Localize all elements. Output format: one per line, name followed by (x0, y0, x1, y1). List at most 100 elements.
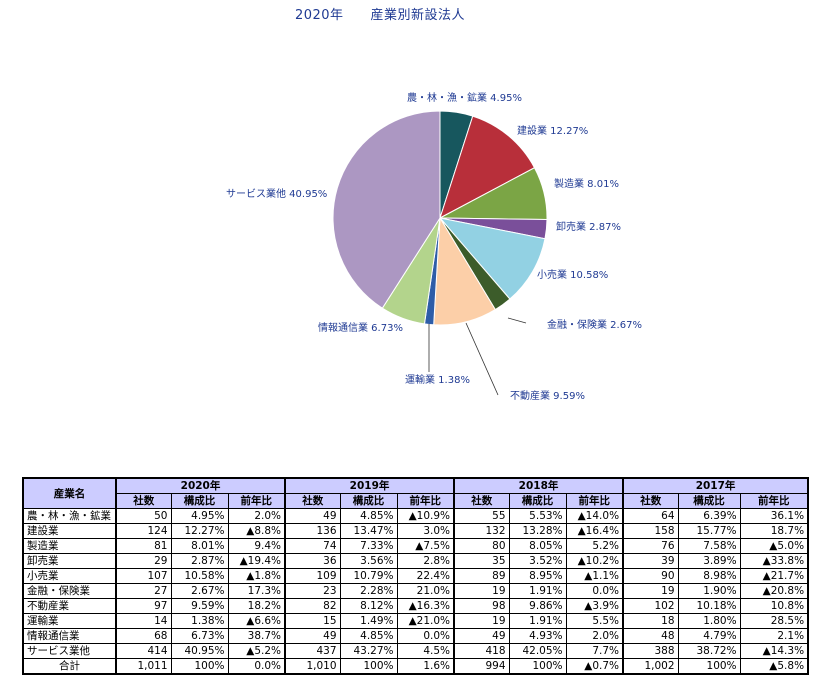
yoy-cell: ▲21.7% (739, 568, 810, 584)
yoy-cell: ▲1.8% (227, 568, 287, 584)
yoy-cell: 5.5% (565, 613, 625, 629)
count-cell: 39 (622, 553, 679, 569)
subheader-share: 構成比 (508, 493, 567, 509)
count-cell: 49 (453, 628, 510, 644)
pie-label-agri-mining: 農・林・漁・鉱業 4.95% (407, 91, 522, 104)
pie-labels: 農・林・漁・鉱業 4.95% 建設業 12.27% 製造業 8.01% 卸売業 2.8… (226, 91, 642, 402)
table-row: 金融・保険業 27 2.67% 17.3% 23 2.28% 21.0% 19 1.91% 0.0… (22, 583, 810, 599)
share-cell: 8.98% (677, 568, 741, 584)
count-cell: 23 (284, 583, 341, 599)
yoy-cell: 2.8% (396, 553, 456, 569)
yoy-cell: 18.7% (739, 523, 810, 539)
count-cell: 1,002 (622, 658, 679, 675)
count-cell: 19 (622, 583, 679, 599)
industry-name-cell: 小売業 (22, 568, 117, 584)
subheader-count: 社数 (453, 493, 510, 509)
share-cell: 100% (508, 658, 567, 675)
table-row: 製造業 81 8.01% 9.4% 74 7.33% ▲7.5% 80 8.05% 5.2% 76 7… (22, 538, 810, 554)
count-cell: 1,010 (284, 658, 341, 675)
count-cell: 158 (622, 523, 679, 539)
subheader-share: 構成比 (677, 493, 741, 509)
industry-name-cell: 合計 (22, 658, 117, 675)
share-cell: 2.28% (339, 583, 398, 599)
yoy-cell: ▲16.3% (396, 598, 456, 614)
pie-label-wholesale: 卸売業 2.87% (556, 220, 621, 233)
count-cell: 18 (622, 613, 679, 629)
yoy-cell: ▲19.4% (227, 553, 287, 569)
count-cell: 74 (284, 538, 341, 554)
table-row: サービス業他 414 40.95% ▲5.2% 437 43.27% 4.5% 418 42.0… (22, 643, 810, 659)
count-cell: 124 (115, 523, 172, 539)
share-cell: 4.79% (677, 628, 741, 644)
share-cell: 1.80% (677, 613, 741, 629)
pie-label-real-estate: 不動産業 9.59% (510, 389, 585, 402)
count-cell: 49 (284, 628, 341, 644)
yoy-cell: ▲3.9% (565, 598, 625, 614)
yoy-cell: 18.2% (227, 598, 287, 614)
count-cell: 15 (284, 613, 341, 629)
industry-name-cell: 情報通信業 (22, 628, 117, 644)
data-table: 産業名 2020年 2019年 2018年 2017年 社数 構成比 前年比 社… (22, 477, 810, 675)
industry-name-cell: 不動産業 (22, 598, 117, 614)
yoy-cell: ▲0.7% (565, 658, 625, 675)
share-cell: 7.58% (677, 538, 741, 554)
subheader-yoy: 前年比 (739, 493, 810, 509)
industry-name-cell: 製造業 (22, 538, 117, 554)
count-cell: 19 (453, 583, 510, 599)
count-cell: 109 (284, 568, 341, 584)
yoy-cell: ▲21.0% (396, 613, 456, 629)
yoy-cell: ▲14.0% (565, 508, 625, 524)
yoy-cell: ▲6.6% (227, 613, 287, 629)
share-cell: 3.89% (677, 553, 741, 569)
count-cell: 82 (284, 598, 341, 614)
share-cell: 5.53% (508, 508, 567, 524)
count-cell: 27 (115, 583, 172, 599)
yoy-cell: 2.1% (739, 628, 810, 644)
table-row: 卸売業 29 2.87% ▲19.4% 36 3.56% 2.8% 35 3.52% ▲10.2%… (22, 553, 810, 569)
leader-line-real-estate (465, 322, 499, 396)
subheader-count: 社数 (622, 493, 679, 509)
count-cell: 55 (453, 508, 510, 524)
share-cell: 40.95% (170, 643, 229, 659)
count-cell: 35 (453, 553, 510, 569)
table-row: 農・林・漁・鉱業 50 4.95% 2.0% 49 4.85% ▲10.9% 55 5.53% ▲… (22, 508, 810, 524)
count-cell: 90 (622, 568, 679, 584)
count-cell: 98 (453, 598, 510, 614)
yoy-cell: 3.0% (396, 523, 456, 539)
pie-slice-retail (438, 217, 546, 300)
subheader-count: 社数 (284, 493, 341, 509)
pie-slices (332, 110, 548, 326)
share-cell: 10.58% (170, 568, 229, 584)
share-cell: 1.91% (508, 583, 567, 599)
pie-label-construction: 建設業 12.27% (517, 124, 588, 137)
share-cell: 2.87% (170, 553, 229, 569)
table-subheader-row: 社数 構成比 前年比 社数 構成比 前年比 社数 構成比 前年比 社数 構成比 … (23, 493, 810, 509)
share-cell: 100% (170, 658, 229, 675)
yoy-cell: ▲33.8% (739, 553, 810, 569)
share-cell: 6.39% (677, 508, 741, 524)
pie-label-info-comm: 情報通信業 6.73% (318, 321, 403, 334)
share-cell: 42.05% (508, 643, 567, 659)
yoy-cell: 2.0% (227, 508, 287, 524)
industry-name-cell: サービス業他 (22, 643, 117, 659)
share-cell: 8.05% (508, 538, 567, 554)
table-total-row: 合計 1,011 100% 0.0% 1,010 100% 1.6% 994 100% ▲0.7%… (22, 658, 810, 675)
yoy-cell: ▲14.3% (739, 643, 810, 659)
yoy-cell: 4.5% (396, 643, 456, 659)
share-cell: 1.49% (339, 613, 398, 629)
count-cell: 50 (115, 508, 172, 524)
share-cell: 43.27% (339, 643, 398, 659)
count-cell: 994 (453, 658, 510, 675)
table-row: 不動産業 97 9.59% 18.2% 82 8.12% ▲16.3% 98 9.86% ▲3.9… (22, 598, 810, 614)
share-cell: 7.33% (339, 538, 398, 554)
yoy-cell: 17.3% (227, 583, 287, 599)
chart-title: 2020年 産業別新設法人 (294, 8, 466, 23)
yoy-cell: ▲8.8% (227, 523, 287, 539)
share-cell: 8.95% (508, 568, 567, 584)
pie-label-finance-insurance: 金融・保険業 2.67% (547, 318, 642, 331)
yoy-cell: 7.7% (565, 643, 625, 659)
share-cell: 1.38% (170, 613, 229, 629)
table-row: 運輸業 14 1.38% ▲6.6% 15 1.49% ▲21.0% 19 1.91% 5.5% 1… (22, 613, 810, 629)
yoy-cell: 10.8% (739, 598, 810, 614)
count-cell: 107 (115, 568, 172, 584)
